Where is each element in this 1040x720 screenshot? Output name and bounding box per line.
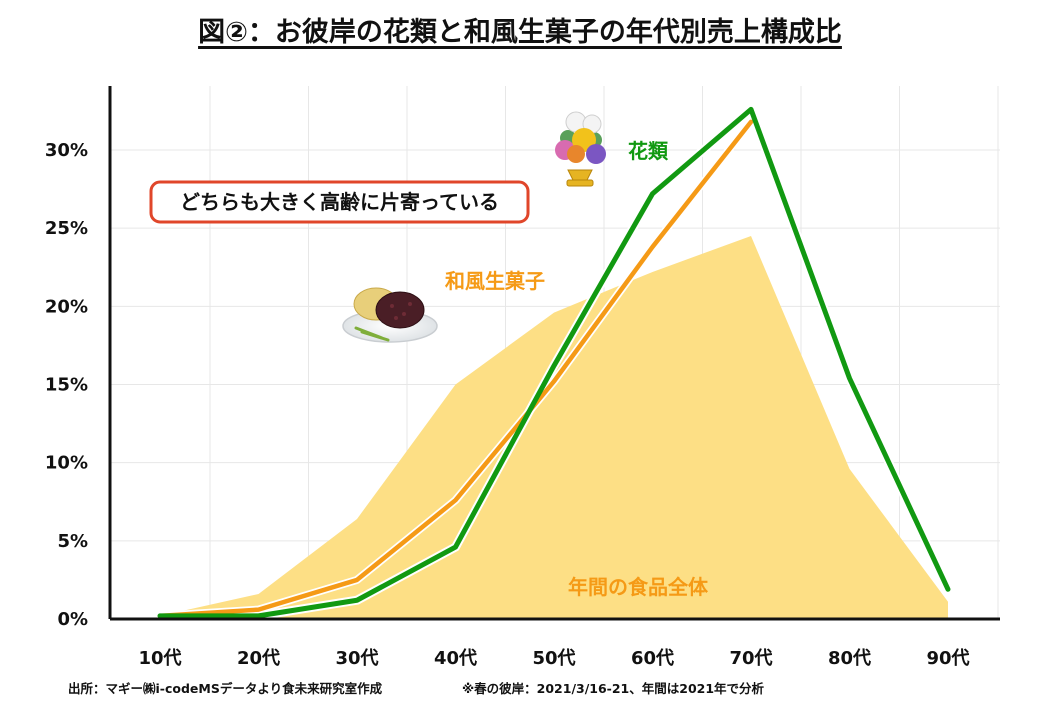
chrysanthemum-bouquet-icon — [555, 111, 606, 187]
callout-text: どちらも大きく高齢に片寄っている — [180, 190, 499, 214]
series-label-total: 年間の食品全体 — [568, 575, 709, 599]
x-tick-label: 80代 — [828, 648, 871, 669]
ohagi-plate-icon — [342, 287, 438, 343]
callout: どちらも大きく高齢に片寄っている — [149, 180, 530, 224]
source-note: 出所：マギー㈱i-codeMSデータより食未来研究室作成 — [68, 681, 383, 696]
x-tick-label: 10代 — [138, 648, 181, 669]
y-tick-label: 0% — [57, 609, 88, 630]
x-tick-label: 20代 — [237, 648, 280, 669]
area-total-food — [160, 235, 948, 619]
y-tick-label: 30% — [45, 140, 88, 161]
x-tick-label: 30代 — [335, 648, 378, 669]
y-tick-label: 15% — [45, 375, 88, 396]
y-tick-label: 25% — [45, 218, 88, 239]
line-wagashi — [157, 119, 754, 619]
line-layer — [155, 104, 953, 621]
x-tick-label: 50代 — [532, 648, 575, 669]
callout-box — [149, 180, 530, 224]
area-layer — [160, 235, 948, 619]
y-tick-label: 20% — [45, 296, 88, 317]
series-label-flowers: 花類 — [628, 139, 669, 163]
x-tick-label: 90代 — [926, 648, 969, 669]
x-tick-label: 70代 — [729, 648, 772, 669]
x-tick-label: 40代 — [434, 648, 477, 669]
axes — [108, 86, 1000, 621]
x-tick-label: 60代 — [631, 648, 674, 669]
line-flowers — [157, 106, 951, 619]
series-label-wagashi: 和風生菓子 — [445, 269, 545, 293]
x-tick-labels: 10代 20代 30代 40代 50代 60代 70代 80代 90代 — [138, 648, 969, 669]
period-note: ※春の彼岸：2021/3/16-21、年間は2021年で分析 — [462, 681, 765, 696]
y-tick-label: 10% — [45, 453, 88, 474]
chart-title: 図②：お彼岸の花類と和風生菓子の年代別売上構成比 — [198, 17, 842, 48]
y-tick-label: 5% — [57, 531, 88, 552]
y-tick-labels: 0% 5% 10% 15% 20% 25% 30% — [45, 140, 88, 630]
